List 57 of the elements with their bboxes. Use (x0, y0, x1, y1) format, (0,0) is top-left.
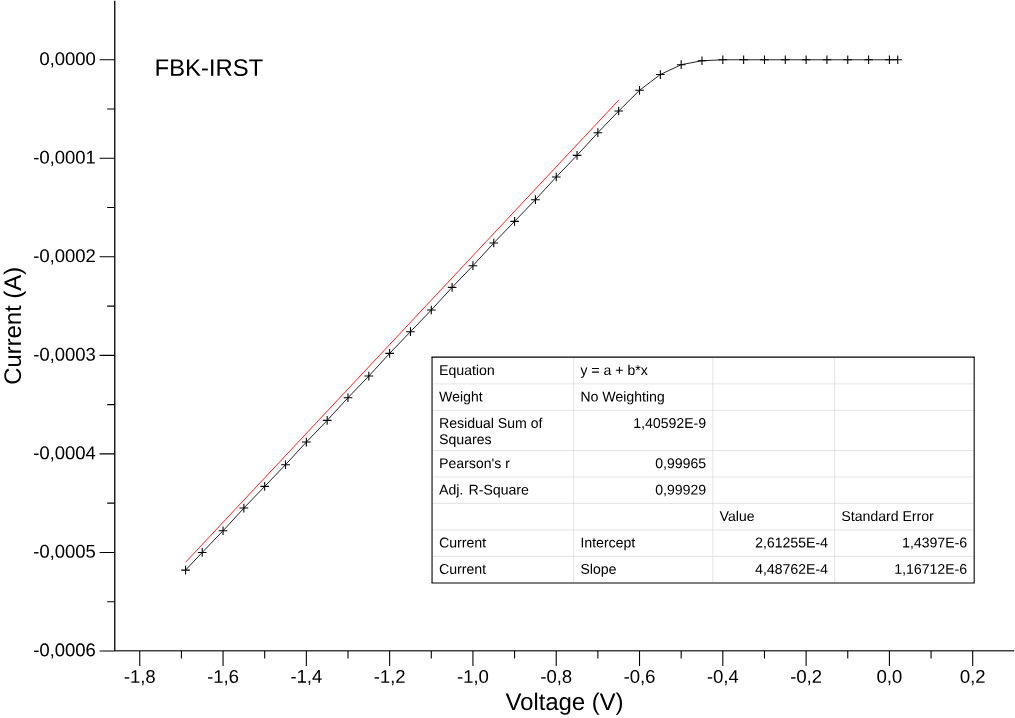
x-tick-label: -1,4 (291, 669, 322, 685)
y-tick-label: -0,0006 (34, 643, 95, 659)
annotation: Weight (439, 391, 483, 405)
point (426, 304, 437, 315)
annotation: 1,4397E-6 (903, 537, 967, 549)
annotation: 1,40592E-9 (634, 417, 706, 430)
y-tick-label: -0,0001 (34, 150, 95, 166)
annotation: 0,99965 (655, 458, 706, 470)
point (218, 525, 228, 536)
x-tick-label: -1,2 (374, 669, 405, 685)
point (488, 237, 499, 248)
annotation: Equation (440, 364, 494, 378)
x-tick-label: -0,6 (624, 669, 655, 685)
annotation: FBK-IRST (156, 58, 263, 76)
annotation: 2,61255E-4 (755, 537, 828, 549)
annotation: Adj. R-Square (439, 484, 529, 498)
x-tick-label: -1,6 (207, 669, 239, 685)
point (301, 436, 312, 447)
point (822, 54, 832, 65)
x-tick-label: -1,8 (124, 669, 155, 685)
annotation: Slope (581, 563, 616, 577)
x-axis-title: Voltage (V) (505, 692, 623, 715)
point (363, 370, 374, 381)
x-tick-label: -0,8 (541, 669, 572, 685)
x-tick-label: 0,2 (960, 669, 985, 685)
annotation: y = a + b*x (580, 364, 648, 378)
annotation: Current (439, 537, 486, 548)
point (343, 392, 353, 403)
annotation: Current (439, 563, 486, 574)
point (239, 502, 249, 513)
x-tick-label: -0,2 (791, 669, 822, 685)
annotation: Value (719, 510, 754, 521)
point (468, 260, 478, 271)
y-tick-label: -0,0004 (34, 446, 96, 462)
point (572, 150, 582, 160)
annotation: No Weighting (581, 391, 664, 405)
point (593, 127, 603, 138)
annotation: Intercept (581, 537, 636, 551)
point (551, 171, 562, 182)
annotation: Pearson's r (440, 458, 510, 468)
annotation: 1,16712E-6 (895, 563, 967, 576)
x-tick-label: 0,0 (877, 669, 902, 685)
annotation: 4,48762E-4 (755, 563, 828, 576)
point (613, 105, 624, 116)
y-tick-label: -0,0003 (34, 347, 95, 363)
annotation: 0,99929 (655, 484, 706, 497)
point (447, 282, 457, 293)
annotation: Residual Sum of Squares (439, 417, 543, 447)
y-tick-label: 0,0000 (40, 51, 96, 68)
x-tick-label: -0,4 (707, 669, 739, 685)
annotation: Standard Error (842, 510, 934, 521)
x-tick-label: -1,0 (457, 669, 489, 685)
y-tick-label: -0,0002 (34, 248, 95, 265)
point (801, 54, 811, 65)
point (697, 55, 707, 66)
y-axis-title: Current (A) (3, 268, 26, 384)
y-tick-label: -0,0005 (34, 544, 95, 560)
